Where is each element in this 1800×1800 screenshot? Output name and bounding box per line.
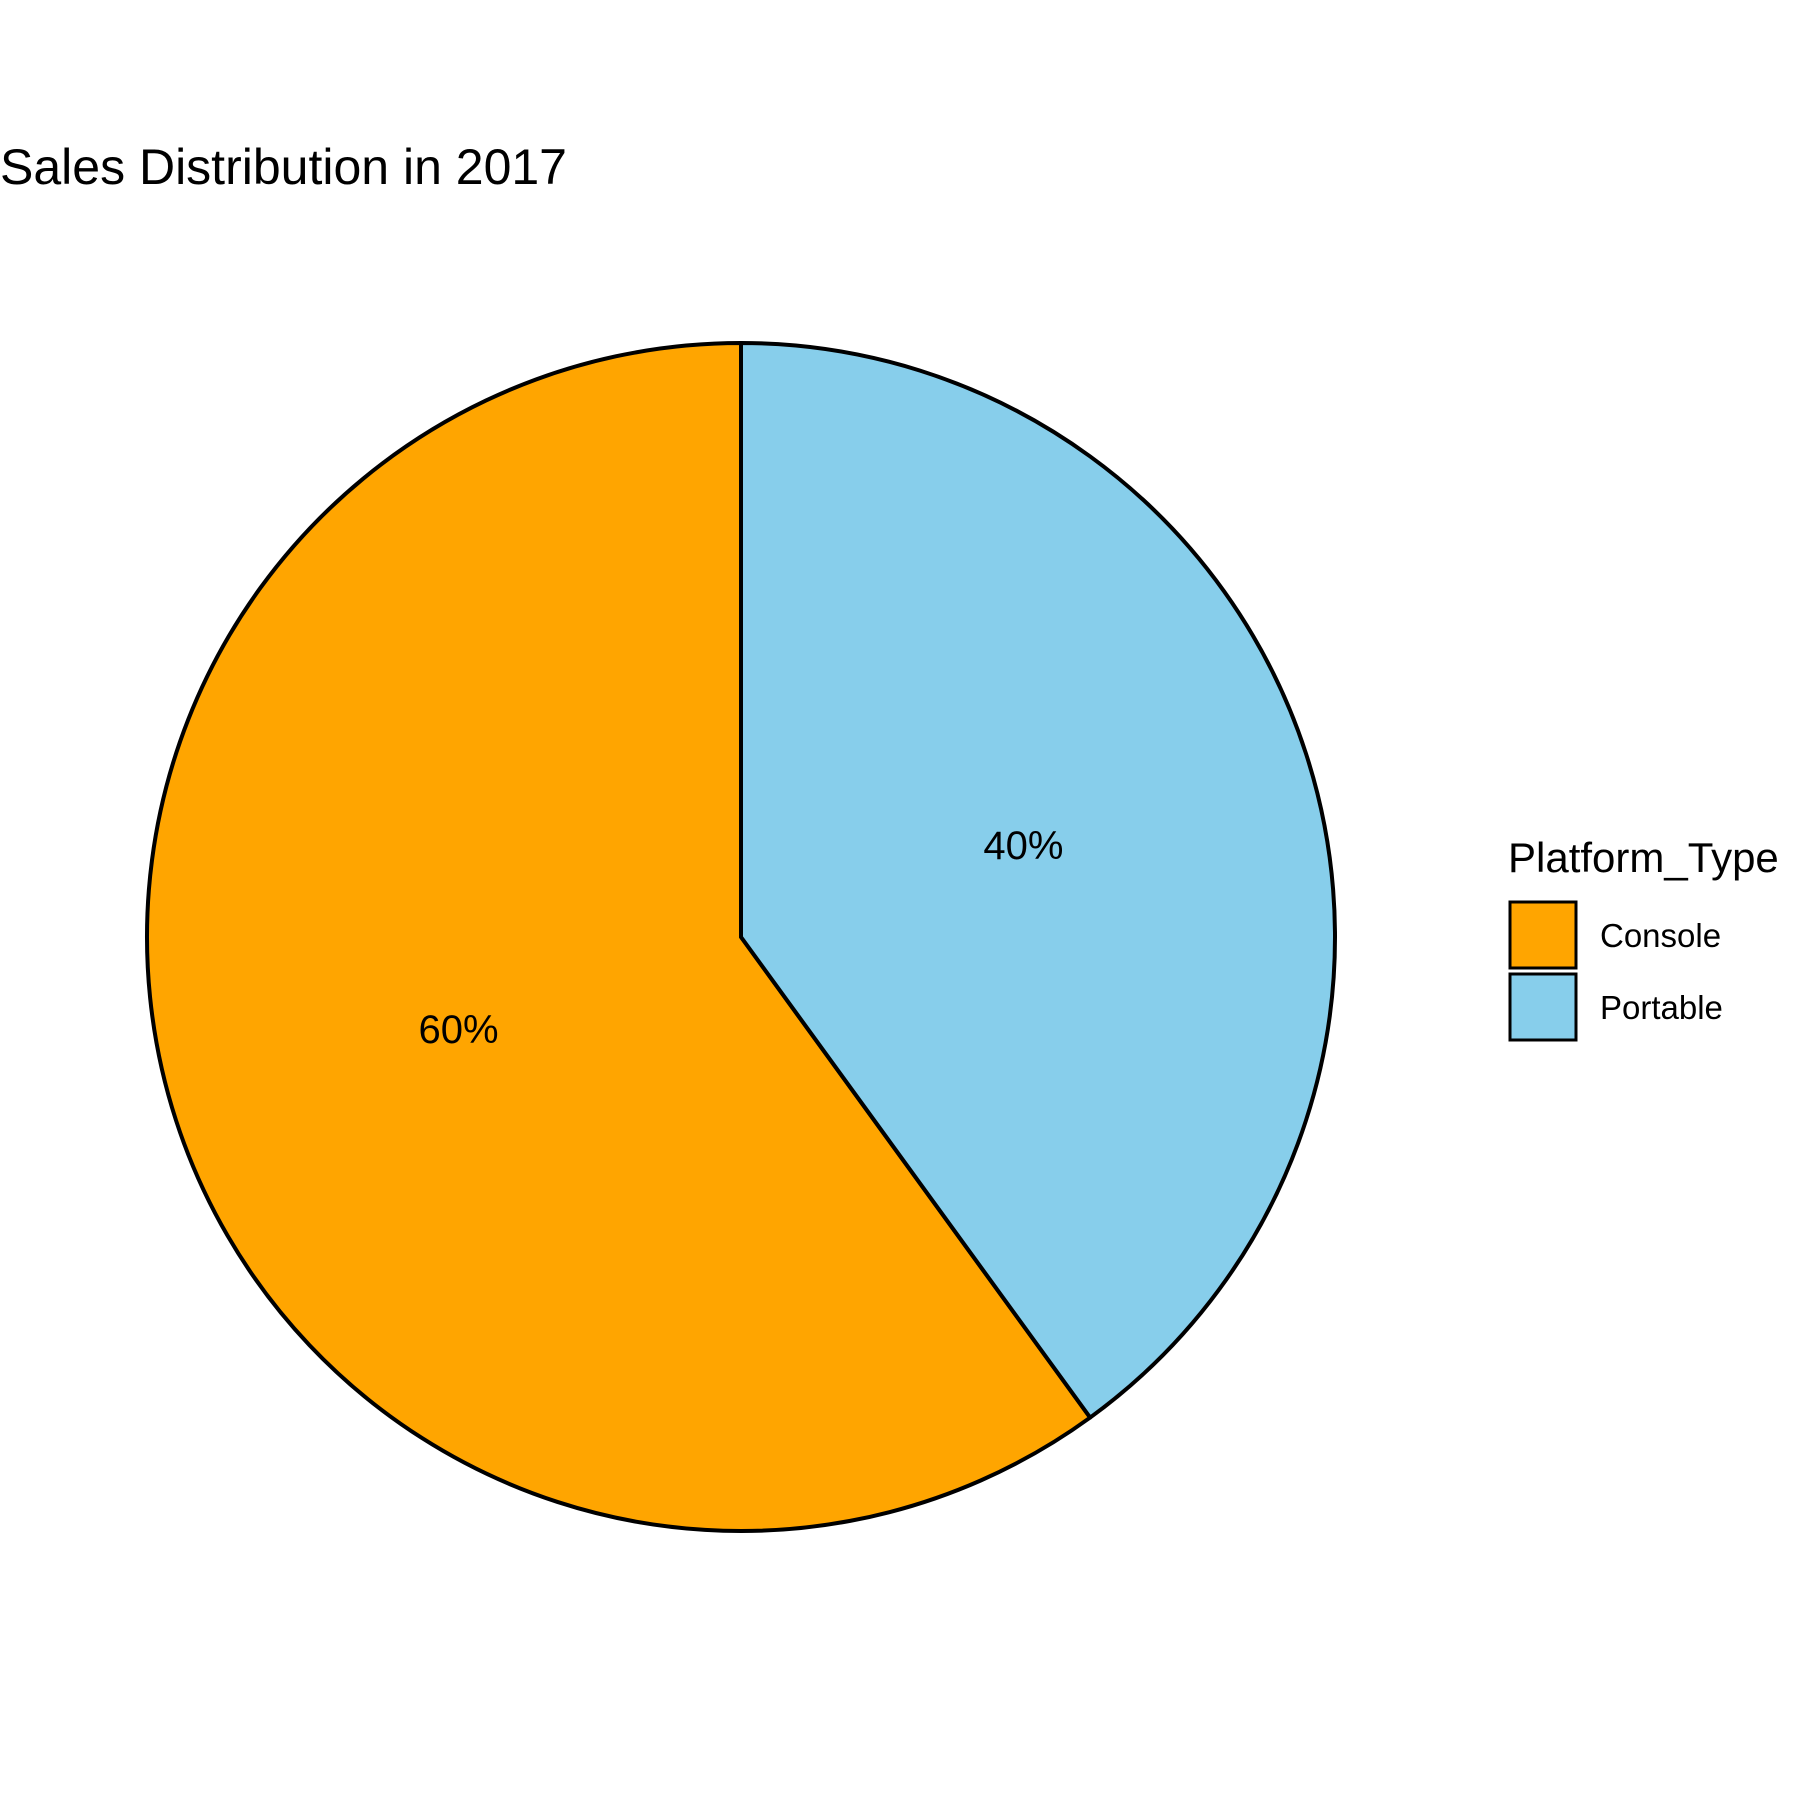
- legend-title: Platform_Type: [1508, 834, 1779, 881]
- slice-label-console: 60%: [419, 1008, 499, 1052]
- pie-slices: [145, 341, 1337, 1533]
- slice-label-portable: 40%: [983, 824, 1063, 868]
- legend: Platform_Type Console Portable: [1508, 834, 1779, 1042]
- legend-swatch-portable: [1508, 972, 1578, 1042]
- pie-slice-console: [145, 341, 1093, 1533]
- pie-slice-labels: 60% 40%: [419, 824, 1064, 1052]
- legend-label-console: Console: [1600, 917, 1721, 954]
- chart-title: Sales Distribution in 2017: [0, 139, 567, 195]
- pie-slice-portable: [739, 341, 1337, 1420]
- legend-swatch-console: [1508, 900, 1578, 970]
- legend-label-portable: Portable: [1600, 989, 1723, 1026]
